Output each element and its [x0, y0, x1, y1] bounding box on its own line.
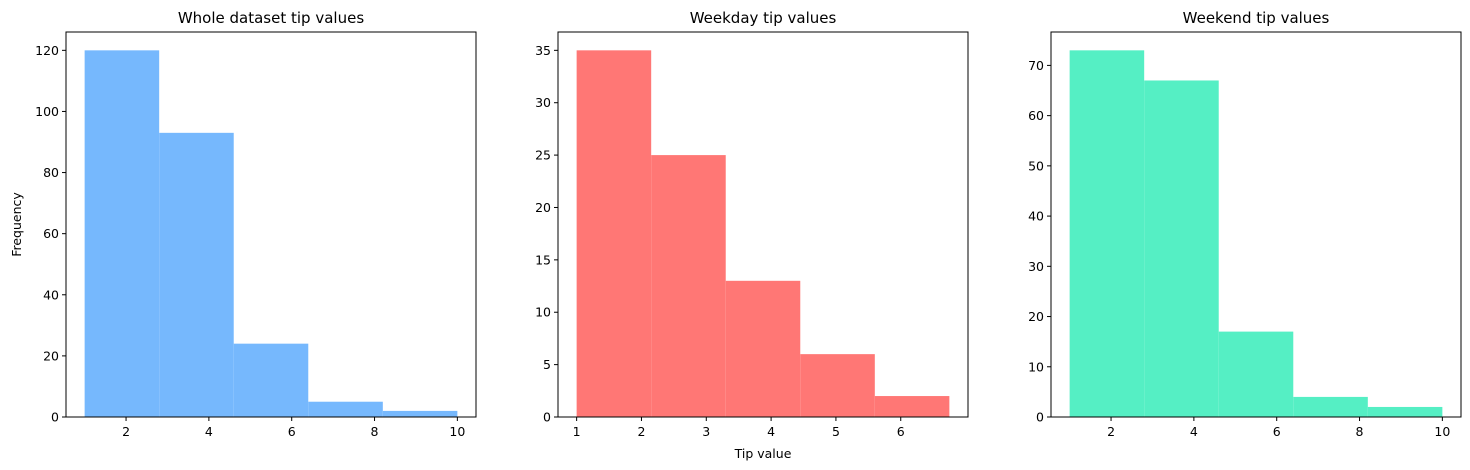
y-tick-label: 30 — [535, 95, 551, 110]
y-tick-label: 20 — [535, 200, 551, 215]
histogram-bar — [874, 396, 950, 417]
histogram-bar — [1367, 406, 1443, 417]
y-tick-label: 30 — [1028, 259, 1044, 274]
histogram-bar — [1218, 331, 1294, 417]
axes-frame — [557, 31, 969, 418]
histogram-bar — [382, 410, 458, 417]
x-tick-label: 8 — [1356, 424, 1364, 439]
y-tick-label: 60 — [43, 226, 59, 241]
histogram-bar — [233, 343, 309, 417]
axes-frame — [65, 31, 477, 418]
y-tick-label: 25 — [535, 148, 551, 163]
x-tick-label: 3 — [702, 424, 710, 439]
x-tick-label: 10 — [449, 424, 465, 439]
y-tick-label: 10 — [1028, 359, 1044, 374]
y-tick-label: 70 — [1028, 58, 1044, 73]
histogram-bar — [84, 50, 160, 417]
y-tick-label: 0 — [51, 410, 59, 425]
chart-title: Weekday tip values — [690, 9, 837, 27]
x-tick-label: 4 — [1190, 424, 1198, 439]
y-tick-label: 5 — [543, 357, 551, 372]
x-tick-label: 2 — [122, 424, 130, 439]
histogram-bar — [1293, 396, 1368, 417]
y-tick-label: 10 — [535, 305, 551, 320]
chart-title: Whole dataset tip values — [178, 9, 364, 27]
y-tick-label: 120 — [35, 43, 59, 58]
x-tick-label: 8 — [371, 424, 379, 439]
x-tick-label: 1 — [573, 424, 581, 439]
x-tick-label: 6 — [897, 424, 905, 439]
x-tick-label: 4 — [205, 424, 213, 439]
x-tick-label: 10 — [1434, 424, 1450, 439]
y-tick-label: 35 — [535, 43, 551, 58]
y-tick-label: 20 — [1028, 309, 1044, 324]
histogram-bar — [1069, 50, 1145, 417]
histogram-bar — [1144, 80, 1219, 417]
y-tick-label: 20 — [43, 348, 59, 363]
y-tick-label: 15 — [535, 252, 551, 267]
y-tick-label: 0 — [1036, 410, 1044, 425]
chart-title: Weekend tip values — [1183, 9, 1330, 27]
histogram-bar — [308, 401, 383, 417]
y-tick-label: 100 — [35, 104, 59, 119]
histogram-bar — [576, 50, 652, 417]
x-axis-label: Tip value — [734, 446, 792, 461]
y-tick-label: 50 — [1028, 158, 1044, 173]
histogram-bar — [651, 155, 726, 417]
x-tick-label: 6 — [1273, 424, 1281, 439]
x-tick-label: 6 — [288, 424, 296, 439]
histogram-bar — [800, 354, 875, 417]
x-tick-label: 2 — [1107, 424, 1115, 439]
y-axis-label: Frequency — [9, 192, 24, 257]
histogram-bar — [159, 132, 234, 418]
y-tick-label: 60 — [1028, 108, 1044, 123]
y-tick-label: 40 — [43, 287, 59, 302]
axes-frame — [1050, 31, 1462, 418]
x-tick-label: 4 — [767, 424, 775, 439]
x-tick-label: 2 — [637, 424, 645, 439]
histogram-bar — [725, 280, 801, 417]
y-tick-label: 80 — [43, 165, 59, 180]
y-tick-label: 40 — [1028, 209, 1044, 224]
x-tick-label: 5 — [832, 424, 840, 439]
y-tick-label: 0 — [543, 410, 551, 425]
